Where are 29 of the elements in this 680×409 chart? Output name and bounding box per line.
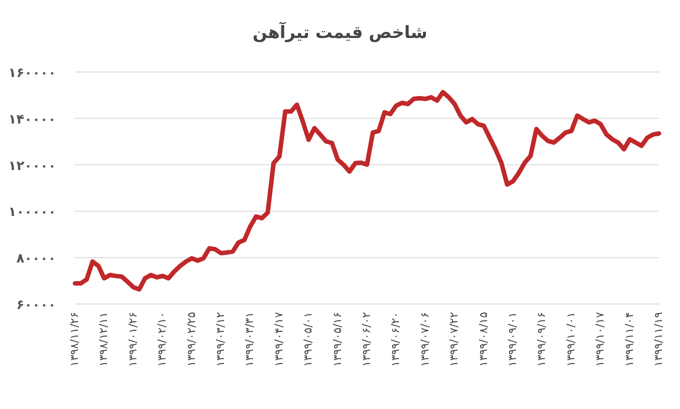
- x-tick-label: ۱۳۹۹/۰۶/۰۲: [360, 312, 374, 367]
- x-tick-label: ۱۳۹۹/۱۰/۰۱: [564, 312, 578, 367]
- x-tick-label: ۱۳۹۹/۰۸/۱۵: [476, 312, 490, 367]
- x-tick-label: ۱۳۹۹/۰۶/۲۰: [389, 312, 402, 367]
- chart-title: شاخص قیمت تیرآهن: [252, 21, 428, 43]
- y-tick-label: ۱۴۰۰۰۰: [8, 112, 56, 128]
- x-tick-label: ۱۳۹۸/۱۲/۱۱: [97, 312, 110, 367]
- x-tick-label: ۱۳۹۹/۱۰/۱۷: [594, 312, 607, 367]
- x-tick-label: ۱۳۹۹/۰۲/۱۰: [156, 312, 169, 367]
- y-tick-label: ۸۰۰۰۰: [16, 252, 56, 267]
- x-tick-label: ۱۳۹۹/۱۱/۰۴: [622, 312, 636, 367]
- x-tick-label: ۱۳۹۹/۰۷/۰۶: [418, 312, 432, 367]
- x-tick-label: ۱۳۹۹/۰۵/۰۱: [302, 312, 315, 367]
- x-tick-label: ۱۳۹۹/۰۷/۲۲: [448, 312, 461, 367]
- y-tick-label: ۱۶۰۰۰۰: [8, 66, 56, 81]
- y-tick-label: ۱۲۰۰۰۰: [8, 158, 56, 174]
- x-tick-label: ۱۳۹۹/۰۹/۰۱: [506, 312, 520, 367]
- x-tick-label: ۱۳۹۹/۰۴/۱۷: [272, 312, 286, 367]
- line-series: [72, 90, 662, 292]
- x-tick-label: ۱۳۹۹/۰۳/۱۲: [214, 312, 228, 367]
- x-tick-label: ۱۳۹۹/۰۹/۱۶: [535, 312, 548, 367]
- x-tick-label: ۱۳۹۹/۰۳/۳۱: [243, 312, 256, 367]
- y-tick-label: ۶۰۰۰۰: [16, 298, 56, 313]
- x-tick-label: ۱۳۹۹/۰۱/۲۶: [126, 312, 140, 367]
- x-tick-label: ۱۳۹۹/۱۱/۱۹: [652, 312, 666, 367]
- x-tick-label: ۱۳۹۸/۱۱/۲۶: [68, 312, 82, 367]
- x-tick-label: ۱۳۹۹/۰۲/۲۵: [184, 312, 198, 367]
- x-tick-label: ۱۳۹۹/۰۵/۱۶: [330, 312, 344, 367]
- y-tick-label: ۱۰۰۰۰۰: [8, 205, 56, 220]
